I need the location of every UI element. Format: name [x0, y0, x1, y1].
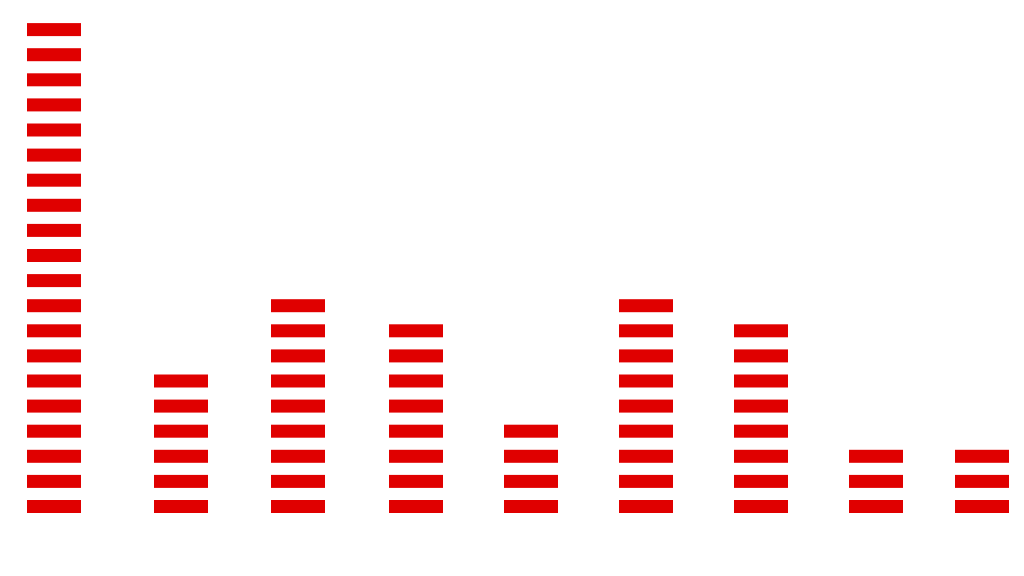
icon	[154, 374, 208, 388]
icon	[27, 374, 81, 388]
icon	[271, 324, 325, 338]
icon	[27, 98, 81, 112]
icon	[619, 474, 673, 488]
icon	[619, 299, 673, 313]
icon	[955, 449, 1009, 463]
icon	[389, 500, 443, 513]
icon	[389, 349, 443, 363]
icon	[734, 474, 788, 488]
icon	[271, 474, 325, 488]
icon	[619, 324, 673, 338]
icon	[734, 424, 788, 438]
icon	[27, 449, 81, 463]
icon	[849, 474, 903, 488]
icon-column	[734, 324, 788, 513]
icon	[154, 399, 208, 413]
icon	[619, 500, 673, 513]
icon	[504, 449, 558, 463]
icon	[619, 349, 673, 363]
icon	[734, 324, 788, 338]
icon	[389, 449, 443, 463]
icon-column	[271, 299, 325, 513]
icon	[389, 324, 443, 338]
icon	[154, 474, 208, 488]
icon	[504, 474, 558, 488]
icon	[27, 474, 81, 488]
icon	[619, 374, 673, 388]
icon	[504, 500, 558, 513]
icon	[389, 474, 443, 488]
icon	[389, 399, 443, 413]
icon-column	[955, 449, 1009, 513]
icon	[27, 173, 81, 187]
icon	[27, 274, 81, 288]
icon-column	[849, 449, 903, 513]
icon	[27, 123, 81, 137]
icon	[619, 449, 673, 463]
icon	[27, 399, 81, 413]
icon	[734, 374, 788, 388]
icon	[271, 424, 325, 438]
icon	[27, 500, 81, 513]
icon-column	[27, 23, 81, 513]
icon-column	[504, 424, 558, 513]
icon	[271, 299, 325, 313]
icon-column	[154, 374, 208, 513]
icon	[271, 374, 325, 388]
icon	[389, 374, 443, 388]
icon	[849, 500, 903, 513]
icon	[271, 399, 325, 413]
icon	[154, 424, 208, 438]
icon-column	[389, 324, 443, 513]
icon	[27, 424, 81, 438]
icon	[619, 424, 673, 438]
icon	[734, 349, 788, 363]
icon	[271, 500, 325, 513]
icon	[154, 449, 208, 463]
icon	[619, 399, 673, 413]
icon	[27, 148, 81, 162]
icon	[734, 399, 788, 413]
icon	[154, 500, 208, 513]
icon	[734, 449, 788, 463]
icon	[27, 249, 81, 262]
icon	[27, 73, 81, 87]
icon	[27, 48, 81, 62]
icon	[271, 349, 325, 363]
icon	[27, 223, 81, 237]
icon	[734, 500, 788, 513]
icon	[504, 424, 558, 438]
icon	[27, 198, 81, 212]
icon	[955, 474, 1009, 488]
icon	[27, 299, 81, 313]
icon	[389, 424, 443, 438]
icon	[271, 449, 325, 463]
icon	[27, 324, 81, 338]
icon	[955, 500, 1009, 513]
icon	[27, 23, 81, 37]
icon	[849, 449, 903, 463]
icon-column	[619, 299, 673, 513]
icon	[27, 349, 81, 363]
